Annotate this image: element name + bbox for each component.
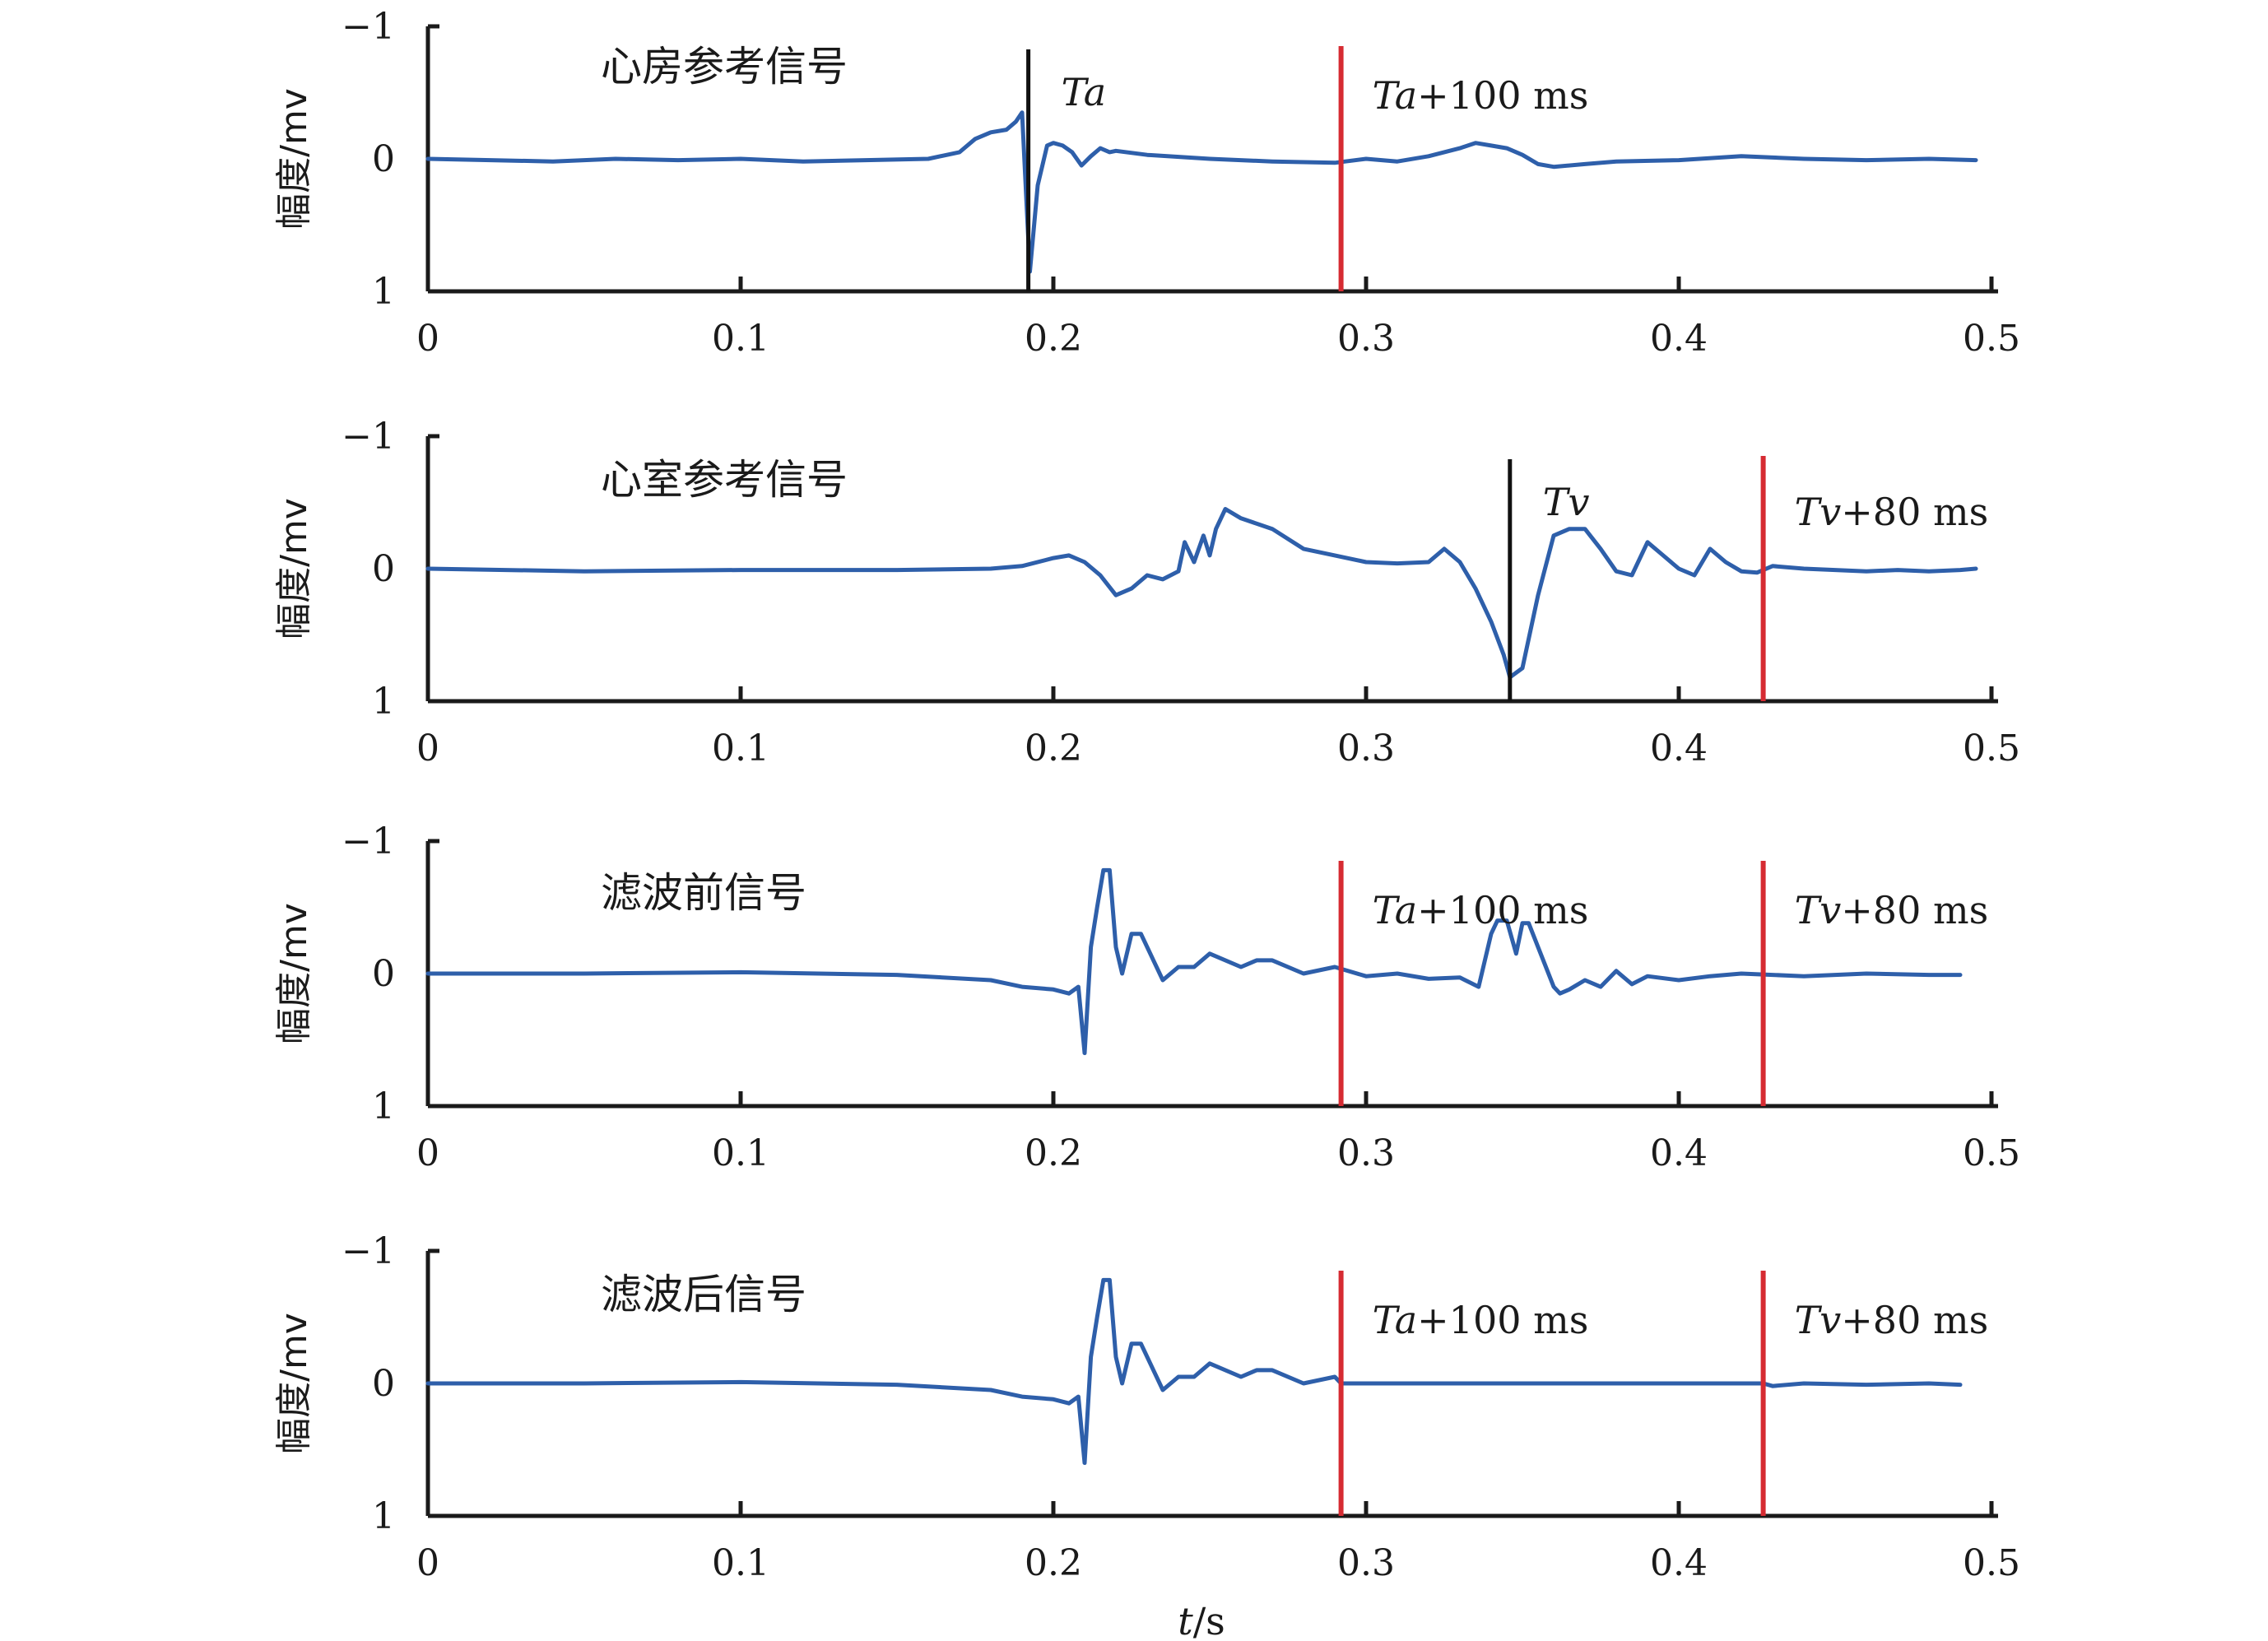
marker-label-symbol: Ta — [1062, 70, 1107, 114]
marker-label-symbol: Ta — [1373, 1298, 1418, 1342]
x-tick-label: 0.4 — [1650, 1542, 1708, 1584]
x-tick-label: 0.4 — [1650, 318, 1708, 360]
marker-label-offset: +80 ms — [1841, 888, 1988, 932]
x-tick-label: 0.2 — [1025, 1132, 1082, 1174]
signal-line — [425, 867, 1963, 1056]
marker-label-symbol: Ta — [1373, 888, 1418, 932]
y-tick-label: 1 — [372, 681, 395, 723]
marker-label: Tv+80 ms — [1795, 1298, 1989, 1342]
panel-title: 心室参考信号 — [601, 456, 848, 504]
x-tick-label: 0.3 — [1337, 1132, 1395, 1174]
x-tick-label: 0.5 — [1963, 728, 2020, 769]
x-tick-label: 0.3 — [1337, 728, 1395, 769]
x-tick-label: 0.3 — [1337, 318, 1395, 360]
marker-label: Ta+100 ms — [1373, 1298, 1589, 1342]
marker-label-symbol: Tv — [1795, 888, 1842, 932]
x-tick-label: 0.5 — [1963, 318, 2020, 360]
y-tick-label: −1 — [342, 1230, 395, 1272]
x-tick-label: 0.5 — [1963, 1542, 2020, 1584]
y-tick-label: −1 — [342, 6, 395, 48]
marker-label: Ta — [1062, 70, 1107, 114]
panel-title: 滤波前信号 — [601, 869, 806, 917]
marker-label-symbol: Tv — [1795, 490, 1842, 534]
y-axis-title: 幅度/mv — [273, 498, 315, 639]
y-tick-label: 1 — [372, 1085, 395, 1127]
y-axis-title: 幅度/mv — [273, 1313, 315, 1454]
marker-label: Ta+100 ms — [1373, 888, 1589, 932]
x-tick-label: 0.1 — [712, 1542, 769, 1584]
signal-line — [425, 110, 1978, 274]
marker-label-symbol: Ta — [1373, 73, 1418, 118]
marker-label-offset: +80 ms — [1841, 490, 1988, 534]
marker-label-symbol: Tv — [1795, 1298, 1842, 1342]
y-tick-label: 1 — [372, 1495, 395, 1537]
y-tick-label: 0 — [372, 548, 395, 590]
y-tick-label: 0 — [372, 1363, 395, 1405]
marker-label: Tv — [1543, 480, 1590, 524]
marker-label-offset: +80 ms — [1841, 1298, 1988, 1342]
marker-label-offset: +100 ms — [1417, 73, 1588, 118]
x-tick-label: 0 — [416, 318, 439, 360]
y-tick-label: 0 — [372, 138, 395, 180]
x-tick-label: 0.2 — [1025, 1542, 1082, 1584]
x-axis-title-unit: /s — [1193, 1599, 1225, 1641]
x-tick-label: 0 — [416, 728, 439, 769]
x-tick-label: 0 — [416, 1132, 439, 1174]
x-tick-label: 0.4 — [1650, 728, 1708, 769]
y-tick-label: −1 — [342, 416, 395, 458]
signal-line — [425, 507, 1978, 680]
y-axis-title: 幅度/mv — [273, 903, 315, 1044]
x-axis-title-symbol: t — [1178, 1599, 1193, 1641]
x-tick-label: 0.2 — [1025, 728, 1082, 769]
x-axis-title: t/s — [1178, 1599, 1225, 1641]
panel-title: 心房参考信号 — [601, 43, 848, 91]
x-tick-label: 0.5 — [1963, 1132, 2020, 1174]
marker-label: Tv+80 ms — [1795, 888, 1989, 932]
y-tick-label: 0 — [372, 953, 395, 995]
x-tick-label: 0.3 — [1337, 1542, 1395, 1584]
x-tick-label: 0.1 — [712, 318, 769, 360]
panel-title: 滤波后信号 — [601, 1271, 806, 1318]
x-tick-label: 0.1 — [712, 728, 769, 769]
y-tick-label: 1 — [372, 271, 395, 313]
x-tick-label: 0 — [416, 1542, 439, 1584]
marker-label-offset: +100 ms — [1417, 888, 1588, 932]
signal-line — [425, 1277, 1963, 1466]
x-tick-label: 0.2 — [1025, 318, 1082, 360]
y-axis-title: 幅度/mv — [273, 88, 315, 230]
marker-label: Tv+80 ms — [1795, 490, 1989, 534]
marker-label-symbol: Tv — [1543, 480, 1590, 524]
y-tick-label: −1 — [342, 820, 395, 862]
marker-label-offset: +100 ms — [1417, 1298, 1588, 1342]
x-tick-label: 0.1 — [712, 1132, 769, 1174]
marker-label: Ta+100 ms — [1373, 73, 1589, 118]
x-tick-label: 0.4 — [1650, 1132, 1708, 1174]
